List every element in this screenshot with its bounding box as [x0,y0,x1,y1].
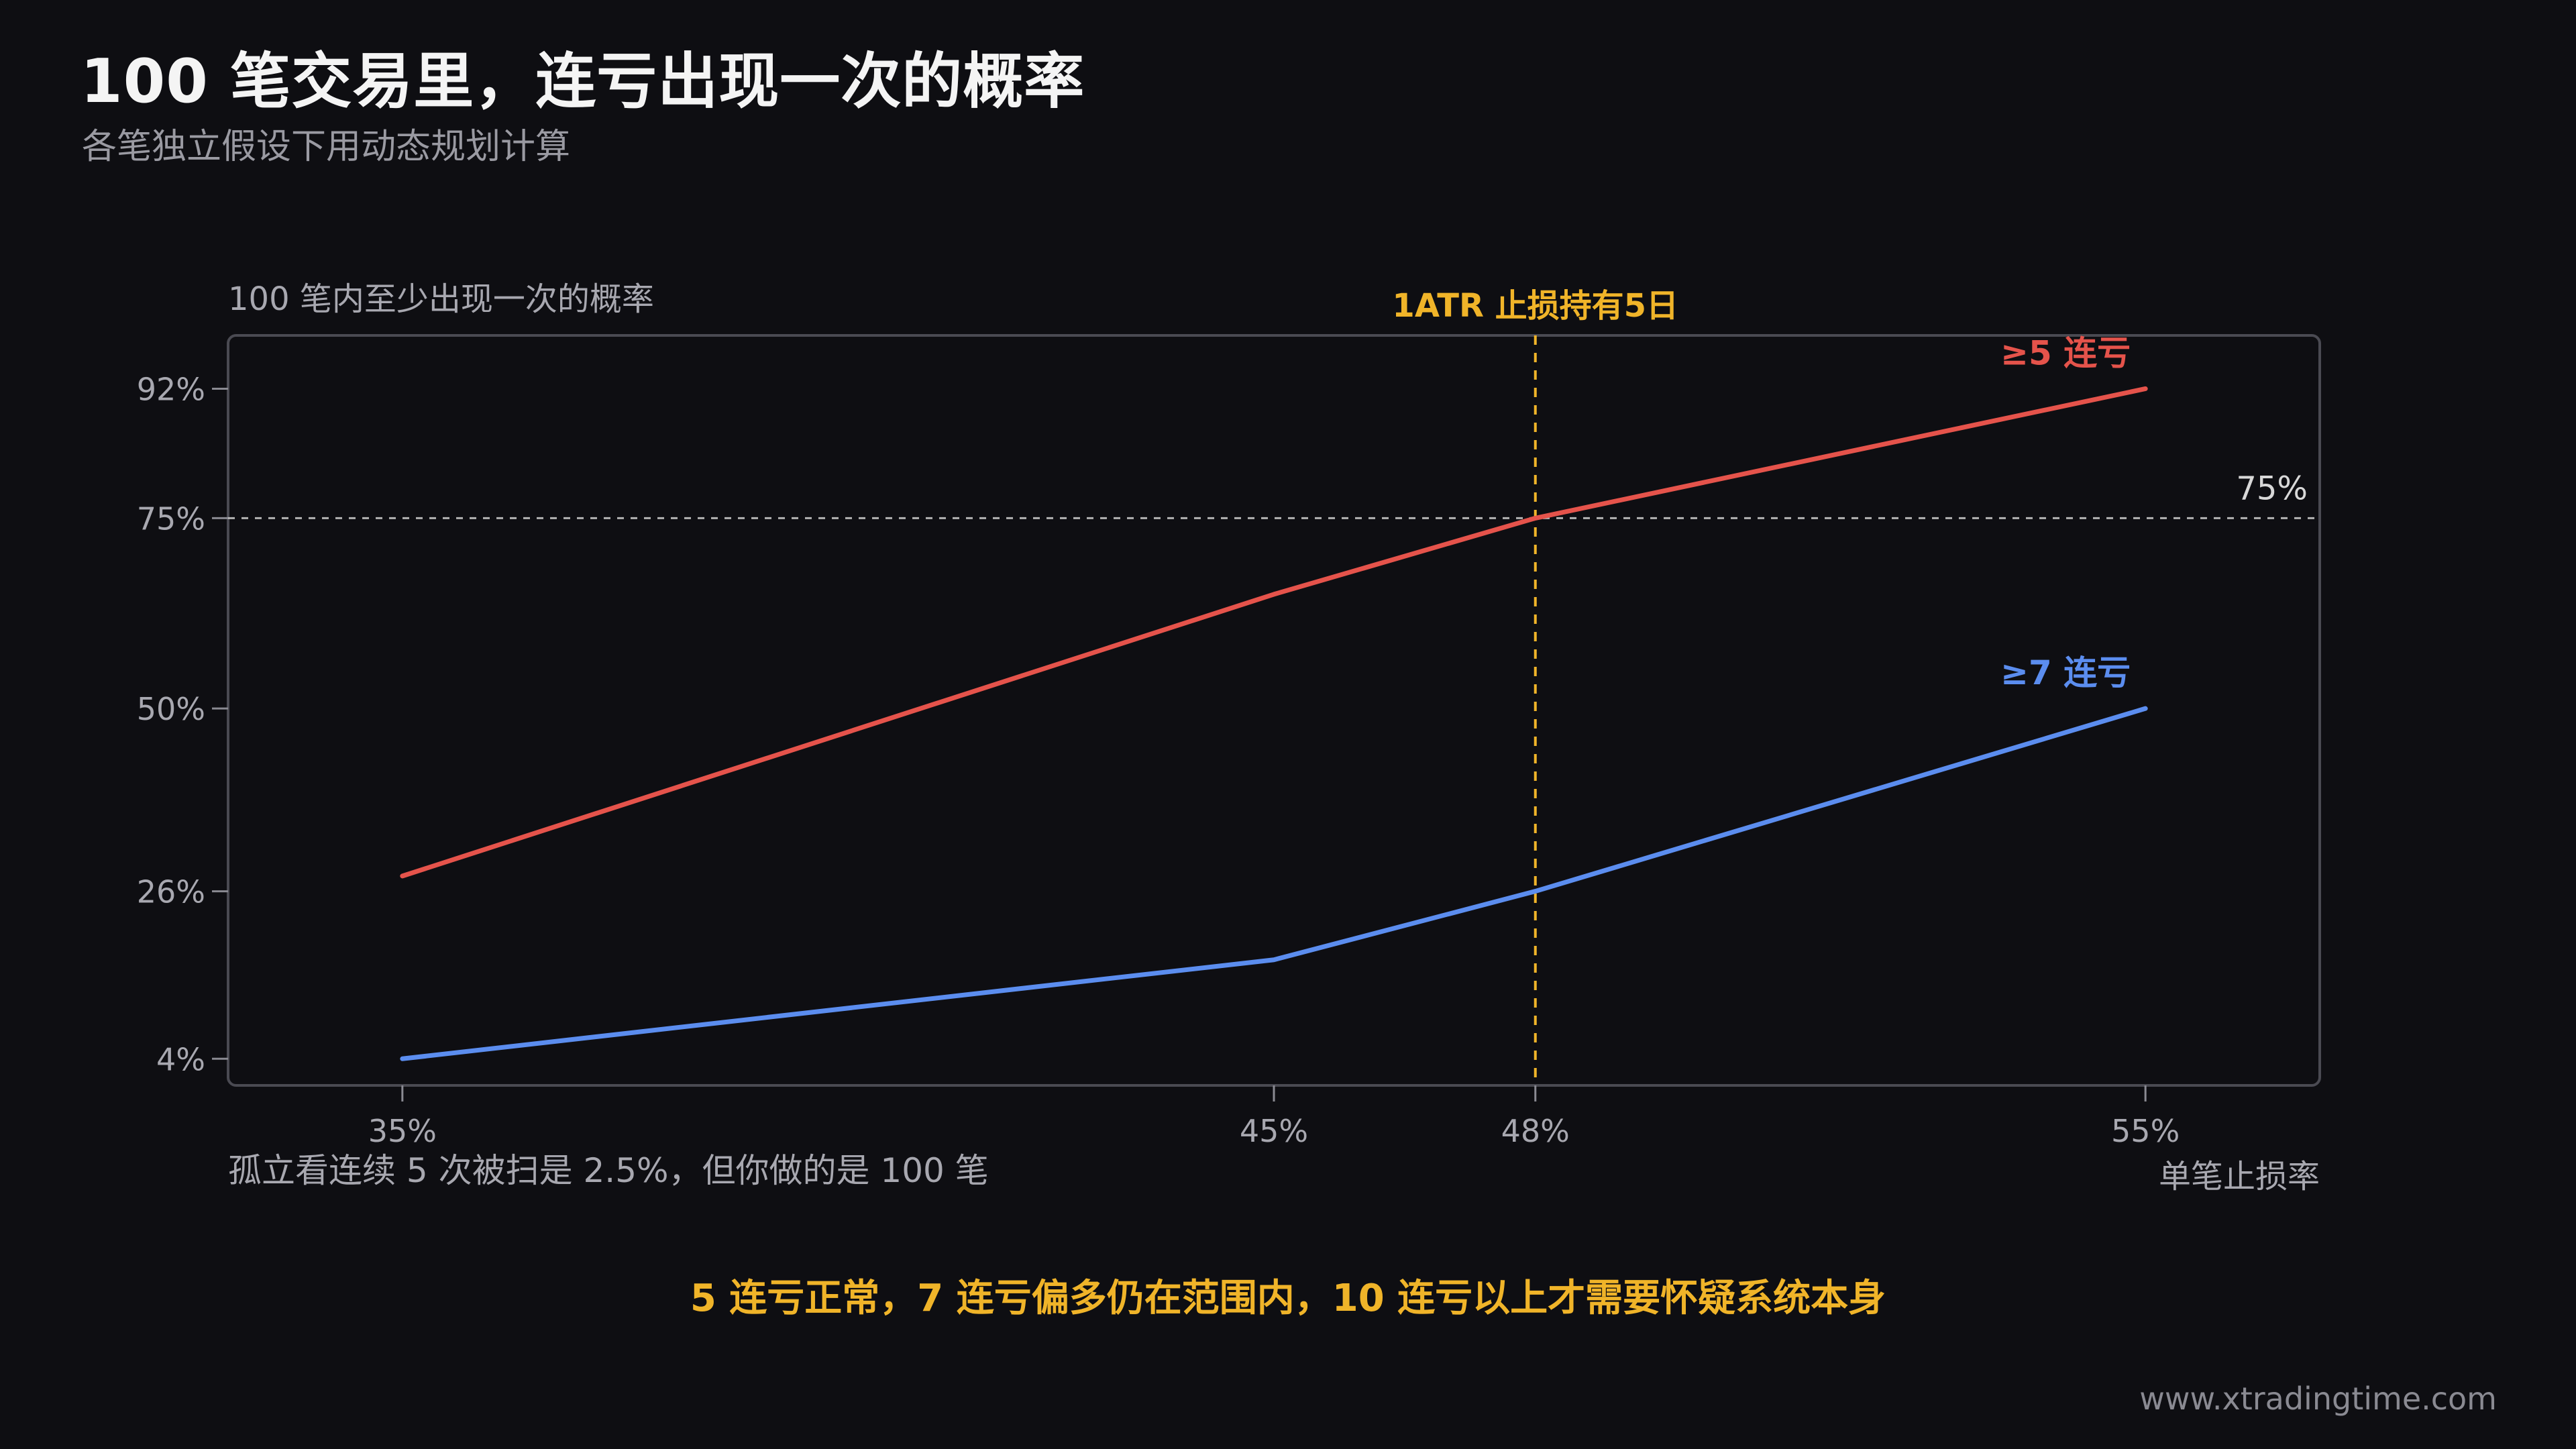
series-line-1 [400,386,2148,879]
conclusion-text: 5 连亏正常，7 连亏偏多仍在范围内，10 连亏以上才需要怀疑系统本身 [690,1277,1886,1320]
plot-frame [227,334,2321,1087]
page-subtitle: 各笔独立假设下用动态规划计算 [82,127,571,167]
x-axis-label: 单笔止损率 [2159,1158,2320,1195]
chart-footnote: 孤立看连续 5 次被扫是 2.5%，但你做的是 100 笔 [228,1151,989,1190]
page-title: 100 笔交易里，连亏出现一次的概率 [80,46,1085,117]
series-line-2 [400,706,2148,1061]
x-tick-label: 55% [2111,1113,2180,1149]
y-tick-label: 4% [156,1041,205,1077]
y-tick-label: 75% [137,500,205,537]
y-tick-label: 50% [137,691,205,727]
axis-ticks: 4% 26% 50% 75% 92% 35% 45% 48% 55% [137,371,2180,1149]
series-label-1: ≥5 连亏 [2000,333,2131,372]
series-lines: ≥5 连亏 ≥7 连亏 [400,333,2148,1061]
x-tick-label: 35% [368,1113,437,1149]
x-tick-label: 45% [1240,1113,1308,1149]
x-tick-label: 48% [1501,1113,1570,1149]
reference-lines: 75% 1ATR 止损持有5日 [228,287,2320,1085]
reference-label-1atr: 1ATR 止损持有5日 [1392,287,1678,325]
y-tick-label: 26% [137,874,205,910]
website-link[interactable]: www.xtradingtime.com [2139,1381,2497,1417]
series-label-2: ≥7 连亏 [2000,653,2131,692]
reference-label-75: 75% [2236,470,2308,507]
y-axis-label: 100 笔内至少出现一次的概率 [228,280,654,318]
y-tick-label: 92% [137,371,205,407]
